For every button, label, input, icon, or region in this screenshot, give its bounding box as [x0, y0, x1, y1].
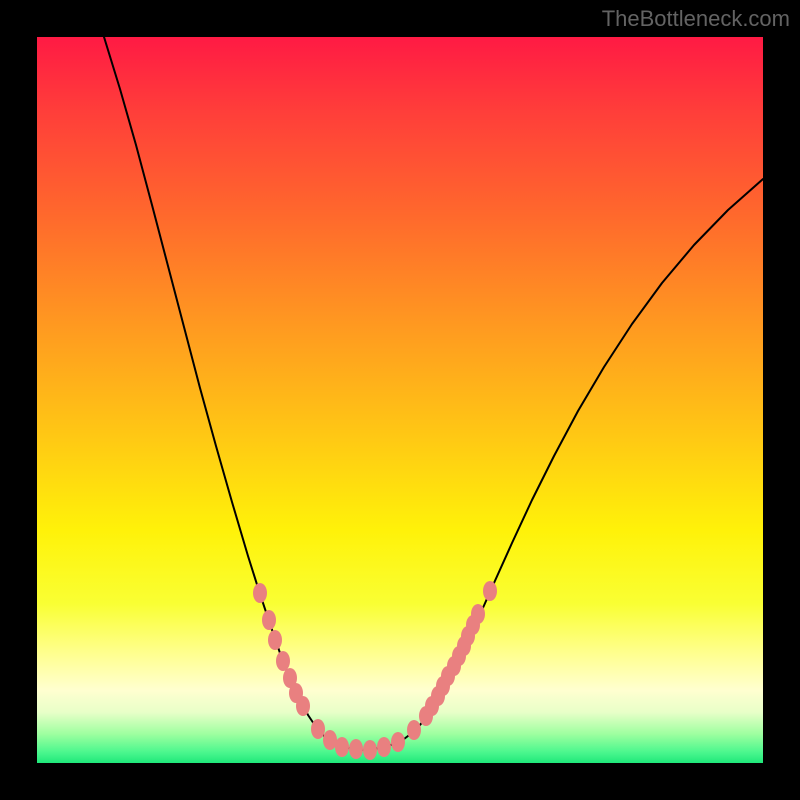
- chart-marker: [268, 630, 282, 650]
- chart-marker: [296, 696, 310, 716]
- chart-marker: [253, 583, 267, 603]
- chart-marker: [391, 732, 405, 752]
- chart-marker: [483, 581, 497, 601]
- chart-marker: [363, 740, 377, 760]
- chart-marker: [311, 719, 325, 739]
- watermark-text: TheBottleneck.com: [602, 6, 790, 32]
- chart-marker: [323, 730, 337, 750]
- chart-plot-area: [37, 37, 763, 763]
- chart-svg: [37, 37, 763, 763]
- chart-marker: [335, 737, 349, 757]
- chart-marker: [276, 651, 290, 671]
- chart-background: [37, 37, 763, 763]
- root-canvas: TheBottleneck.com: [0, 0, 800, 800]
- chart-marker: [377, 737, 391, 757]
- chart-marker: [471, 604, 485, 624]
- chart-marker: [349, 739, 363, 759]
- chart-marker: [407, 720, 421, 740]
- chart-marker: [262, 610, 276, 630]
